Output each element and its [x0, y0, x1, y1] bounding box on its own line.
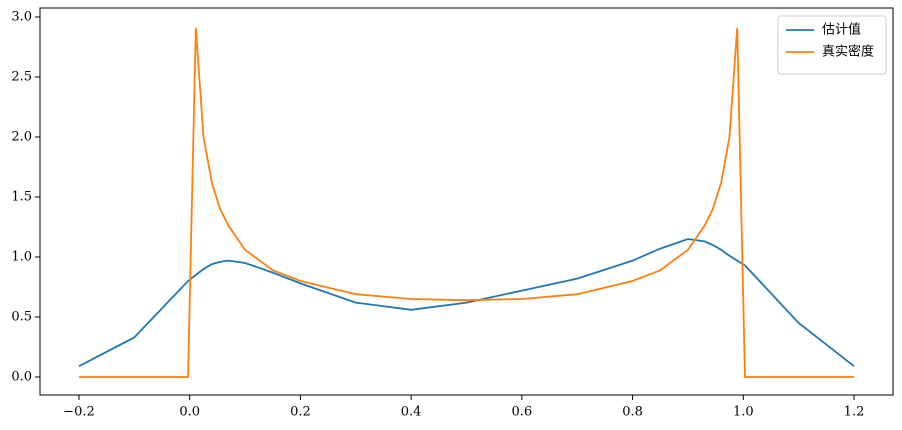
x-tick-label: 0.8 [622, 405, 643, 420]
x-tick-label: 0.2 [290, 405, 311, 420]
x-tick-label: −0.2 [63, 405, 95, 420]
x-tick-label: 0.6 [512, 405, 533, 420]
x-tick-label: 1.2 [844, 405, 865, 420]
y-tick-label: 0.5 [11, 310, 32, 325]
plot-frame [39, 7, 894, 396]
legend-label: 估计值 [822, 22, 861, 38]
line-series [78, 238, 855, 367]
y-tick-label: 3.0 [11, 10, 32, 25]
legend-label: 真实密度 [822, 44, 874, 60]
y-tick-label: 0.0 [11, 370, 32, 385]
line-series [78, 27, 855, 378]
y-tick-label: 1.0 [11, 250, 32, 265]
x-tick-label: 0.4 [401, 405, 422, 420]
x-tick-label: 1.0 [733, 405, 754, 420]
x-tick-label: 0.0 [179, 405, 200, 420]
y-tick-label: 2.0 [11, 130, 32, 145]
y-tick-label: 1.5 [11, 190, 32, 205]
y-tick-label: 2.5 [11, 70, 32, 85]
